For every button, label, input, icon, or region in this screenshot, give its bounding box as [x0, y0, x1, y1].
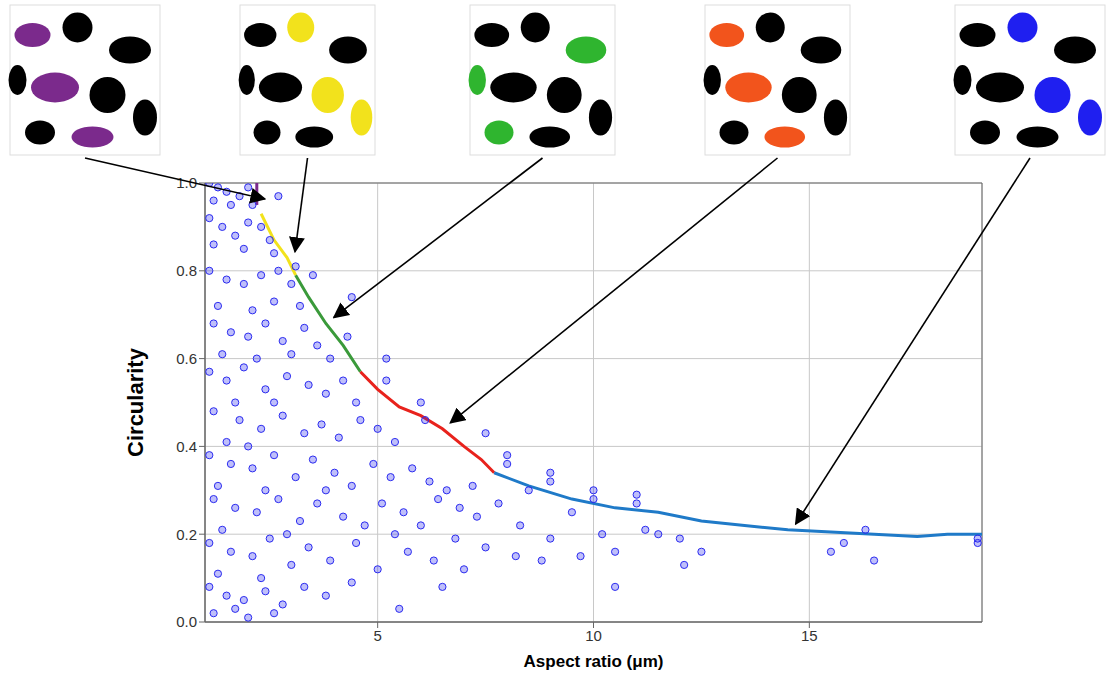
svg-text:0.8: 0.8: [176, 262, 197, 279]
svg-text:0.0: 0.0: [176, 613, 197, 630]
svg-text:0.6: 0.6: [176, 350, 197, 367]
svg-text:Circularity: Circularity: [123, 347, 148, 457]
svg-text:1.0: 1.0: [176, 174, 197, 191]
svg-text:0.2: 0.2: [176, 526, 197, 543]
svg-text:Aspect ratio (μm): Aspect ratio (μm): [524, 652, 664, 671]
svg-text:10: 10: [585, 627, 602, 644]
svg-text:0.4: 0.4: [176, 438, 197, 455]
svg-text:5: 5: [373, 627, 381, 644]
svg-text:15: 15: [801, 627, 818, 644]
